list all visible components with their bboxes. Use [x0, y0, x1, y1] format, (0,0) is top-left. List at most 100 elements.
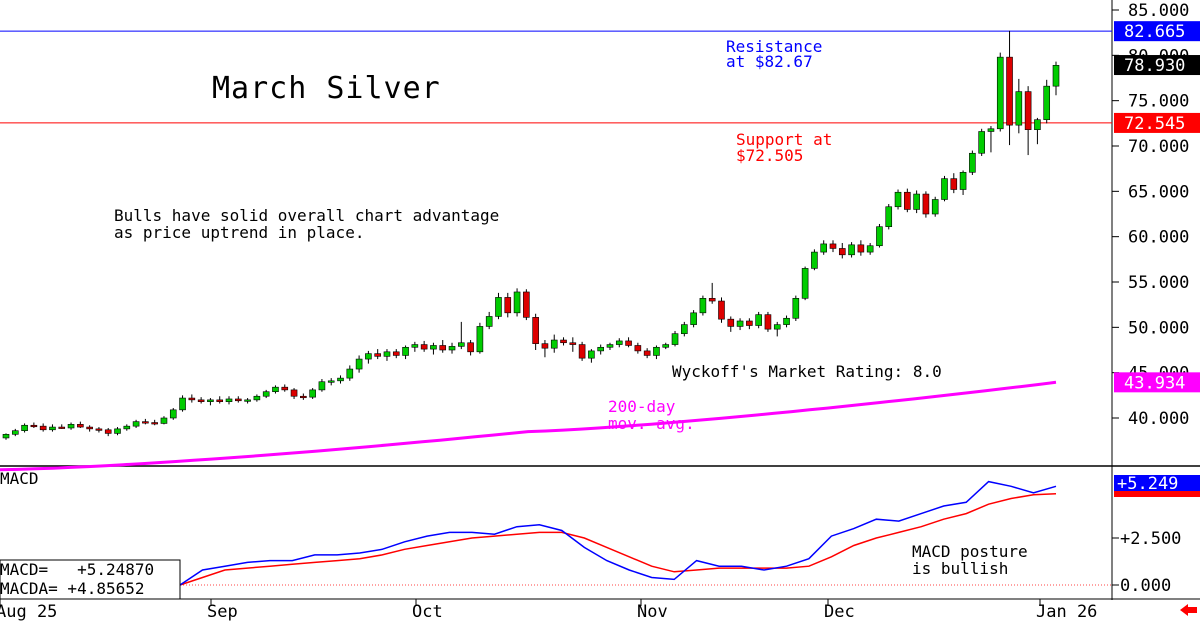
candle-body — [467, 342, 474, 353]
price-tick-label: 65.000 — [1128, 182, 1189, 202]
candle-body — [420, 344, 428, 350]
candle — [383, 349, 391, 361]
candle-body — [727, 318, 735, 327]
candle — [300, 393, 307, 400]
candle — [857, 240, 865, 256]
candle — [58, 424, 66, 429]
candle-body — [439, 345, 447, 351]
candle — [123, 424, 131, 431]
candle — [922, 191, 930, 218]
candle — [104, 427, 112, 437]
candle-body — [77, 424, 84, 428]
candle — [820, 240, 827, 255]
candle — [337, 375, 344, 384]
candle — [588, 349, 595, 363]
candle-body — [978, 131, 985, 154]
candle — [913, 190, 920, 214]
candle — [681, 321, 688, 337]
candle — [430, 342, 437, 355]
bulls-note-2: as price uptrend in place. — [114, 223, 364, 242]
candle — [792, 295, 800, 321]
candle-body — [653, 346, 660, 356]
price-tag-bg — [1114, 55, 1200, 76]
candle-body — [532, 317, 539, 344]
candle — [755, 311, 762, 329]
candle — [931, 196, 939, 217]
candle-body — [541, 343, 549, 349]
candle — [95, 427, 103, 433]
candle — [448, 342, 456, 354]
resistance-note-1: Resistance — [726, 37, 822, 56]
candle — [560, 337, 567, 346]
candle-body — [792, 298, 800, 319]
candle-body — [894, 191, 902, 208]
candle-body — [755, 314, 762, 326]
candle — [151, 419, 158, 426]
candle — [523, 289, 530, 321]
candle — [420, 340, 428, 352]
candle — [327, 378, 335, 386]
candle-body — [272, 386, 279, 393]
x-tick-label: Sep — [207, 602, 238, 622]
candle — [392, 349, 400, 359]
candle — [411, 341, 419, 352]
candle-body — [114, 428, 121, 434]
candle-body — [365, 353, 372, 360]
candle-body — [941, 178, 948, 200]
chart-title: March Silver — [212, 71, 441, 106]
candle — [188, 394, 196, 403]
candle — [216, 396, 224, 404]
candlestick-series — [2, 30, 1060, 440]
candle-body — [996, 56, 1004, 130]
price-tag-label: 43.934 — [1124, 373, 1185, 393]
x-tick-label: Aug 25 — [0, 602, 57, 622]
candle — [634, 342, 642, 354]
candle-body — [169, 409, 177, 419]
candle-body — [811, 251, 818, 269]
macd-tick-label: +2.500 — [1120, 529, 1181, 549]
candle-body — [188, 397, 196, 401]
candle-body — [662, 344, 670, 348]
candle-body — [39, 425, 47, 431]
candle — [467, 340, 474, 356]
candle-body — [104, 429, 112, 434]
candle-body — [244, 399, 251, 402]
macd-tick-label: 0.000 — [1120, 576, 1171, 596]
candle-body — [262, 391, 270, 397]
candle-body — [458, 342, 465, 347]
candle-body — [904, 191, 911, 210]
candle-body — [1043, 85, 1051, 121]
candle — [67, 422, 75, 430]
candle-body — [504, 297, 512, 314]
candle-body — [931, 199, 939, 215]
candle-body — [235, 398, 242, 402]
candle — [495, 292, 502, 320]
candle — [272, 385, 279, 394]
candle-body — [550, 339, 558, 349]
candle-body — [708, 298, 716, 302]
scroll-left-icon[interactable] — [1180, 604, 1197, 616]
candle-body — [225, 398, 233, 402]
support-note-1: Support at — [736, 130, 832, 149]
candle-body — [1015, 91, 1023, 126]
candle-body — [197, 399, 205, 402]
candle — [160, 416, 168, 425]
candle — [179, 395, 186, 412]
candle-body — [1034, 119, 1041, 130]
candle-body — [160, 417, 168, 424]
candle — [86, 425, 93, 432]
candle — [346, 365, 354, 381]
candle-body — [578, 344, 586, 359]
candle — [904, 188, 911, 213]
price-tick-label: 40.000 — [1128, 409, 1189, 429]
price-tag-label: 82.665 — [1124, 22, 1185, 42]
candle-body — [820, 243, 827, 253]
candle — [1043, 79, 1051, 124]
candle — [1034, 117, 1041, 145]
candle-body — [523, 291, 530, 318]
candle-body — [355, 358, 363, 370]
candle-body — [132, 421, 140, 427]
candle — [1015, 78, 1023, 134]
candle-body — [922, 193, 930, 215]
